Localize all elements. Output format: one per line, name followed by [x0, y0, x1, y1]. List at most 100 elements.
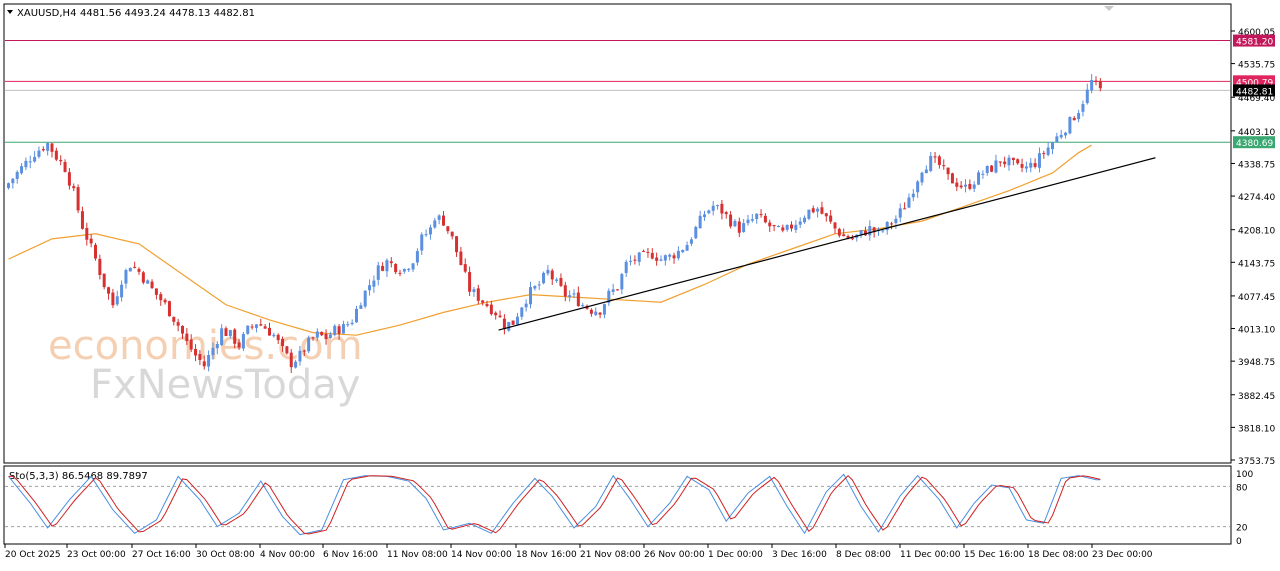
- candle: [272, 332, 276, 338]
- candle: [972, 181, 976, 193]
- stochastic-label: Sto(5,3,3) 86.5468 89.7897: [9, 471, 148, 482]
- candle: [755, 213, 759, 224]
- time-tick-label: 8 Dec 08:00: [836, 550, 891, 560]
- candle: [46, 142, 50, 156]
- candle: [489, 300, 493, 316]
- candle: [820, 201, 824, 215]
- candle: [98, 254, 102, 280]
- candle: [942, 159, 946, 170]
- candle: [681, 249, 685, 254]
- candle: [589, 308, 593, 317]
- candle: [220, 324, 224, 347]
- candle: [37, 146, 41, 159]
- candle: [107, 286, 111, 300]
- candle: [1051, 141, 1054, 155]
- candle: [294, 359, 298, 369]
- candle: [94, 242, 97, 261]
- time-tick-label: 18 Nov 16:00: [516, 550, 577, 560]
- candle: [933, 151, 937, 164]
- candle: [424, 229, 428, 237]
- candle: [189, 334, 193, 353]
- price-tick-label: 4208.10: [1238, 227, 1275, 237]
- candle: [616, 288, 619, 291]
- candle: [172, 316, 176, 326]
- candle: [468, 266, 472, 296]
- candle: [442, 210, 445, 226]
- time-tick-label: 3 Dec 16:00: [772, 550, 827, 560]
- candle: [629, 255, 633, 266]
- support-trendline[interactable]: [498, 157, 1156, 331]
- price-tick-label: 3948.75: [1238, 358, 1275, 368]
- level-price-label: 4500.79: [1236, 78, 1273, 88]
- level-price-label: 4380.69: [1236, 139, 1273, 149]
- candle: [455, 236, 459, 257]
- candle: [481, 299, 485, 306]
- candle: [359, 302, 363, 309]
- candle: [546, 265, 550, 276]
- candle: [15, 170, 19, 184]
- time-tick-label: 11 Dec 00:00: [900, 550, 961, 560]
- candle: [50, 143, 54, 158]
- candle: [89, 234, 93, 248]
- candle: [816, 207, 820, 218]
- time-tick-label: 11 Nov 08:00: [387, 550, 448, 560]
- candle: [655, 252, 659, 266]
- candle: [672, 252, 676, 264]
- candle: [637, 251, 641, 266]
- candle: [563, 281, 567, 302]
- candle: [259, 318, 263, 327]
- level-price-tag: 4482.81: [1233, 84, 1275, 97]
- price-tick-label: 4600.05: [1238, 28, 1275, 38]
- candle: [990, 164, 994, 173]
- candle: [137, 267, 141, 275]
- candle: [511, 320, 515, 325]
- candle: [41, 146, 45, 152]
- price-tick-label: 4077.45: [1238, 293, 1275, 303]
- candle: [124, 268, 128, 289]
- candle: [398, 269, 402, 277]
- candle: [80, 206, 84, 230]
- candle: [829, 209, 833, 224]
- candle: [959, 181, 963, 189]
- stochastic-signal-line: [8, 474, 1101, 535]
- candle: [1046, 142, 1050, 157]
- candle: [167, 300, 171, 317]
- candle: [911, 189, 915, 202]
- candle: [698, 210, 702, 229]
- price-tick-label: 4274.40: [1238, 193, 1275, 203]
- time-tick-label: 23 Dec 00:00: [1092, 550, 1153, 560]
- price-tick-label: 4143.75: [1238, 259, 1275, 269]
- candle: [320, 331, 324, 337]
- candle: [1011, 157, 1015, 166]
- caret-down-icon[interactable]: [7, 10, 13, 14]
- ohlc-readout: 4481.56 4493.24 4478.13 4482.81: [80, 8, 255, 19]
- candle: [67, 168, 71, 190]
- candle: [315, 328, 319, 341]
- price-tick-label: 4403.10: [1238, 128, 1275, 138]
- candle: [498, 310, 502, 318]
- candle: [946, 167, 950, 180]
- candle: [146, 279, 150, 284]
- candle: [1042, 150, 1046, 159]
- candle: [650, 248, 654, 260]
- candle: [524, 299, 528, 312]
- candle: [341, 320, 345, 334]
- level-price-tag: 4500.79: [1233, 75, 1275, 88]
- candle: [346, 321, 350, 327]
- candle: [407, 267, 411, 273]
- candle: [433, 217, 437, 229]
- candle: [76, 184, 80, 214]
- scroll-marker-icon[interactable]: [1104, 6, 1114, 11]
- candle: [776, 225, 780, 228]
- candle: [924, 165, 928, 174]
- candle: [446, 226, 450, 234]
- time-tick-label: 6 Nov 16:00: [323, 550, 378, 560]
- candle: [515, 312, 519, 326]
- candle: [998, 161, 1002, 167]
- candle: [411, 262, 415, 272]
- level-price-tag: 4581.20: [1233, 34, 1275, 48]
- candle: [72, 183, 76, 192]
- candle: [903, 202, 907, 210]
- candle: [668, 253, 672, 261]
